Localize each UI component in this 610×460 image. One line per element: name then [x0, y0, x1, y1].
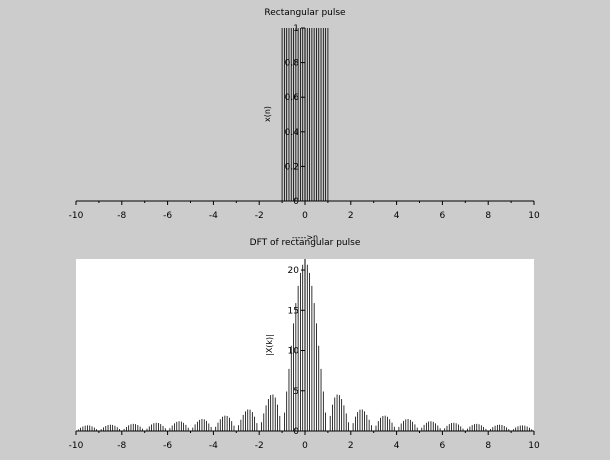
- pulse-y-ticks: 0 0.2 0.4 0.6 0.8 1: [285, 24, 305, 207]
- pulse-x-label: ----->n: [292, 233, 318, 242]
- x-tick-label: -10: [69, 211, 84, 221]
- x-tick-label: 10: [528, 441, 540, 451]
- dft-chart-title: DFT of rectangular pulse: [250, 238, 361, 248]
- x-tick-label: 4: [394, 211, 400, 221]
- x-tick-label: -6: [163, 211, 172, 221]
- y-tick-label: 0.4: [285, 128, 300, 138]
- y-tick-label: 0: [293, 197, 299, 207]
- pulse-y-label: x(n): [263, 106, 272, 122]
- x-tick-label: -2: [255, 441, 264, 451]
- y-tick-label: 5: [293, 387, 299, 397]
- x-tick-label: 0: [302, 441, 308, 451]
- x-tick-label: -4: [209, 441, 218, 451]
- y-tick-label: 0.8: [285, 59, 300, 69]
- y-tick-label: 0.6: [285, 93, 300, 103]
- x-tick-label: 2: [348, 211, 354, 221]
- x-tick-label: 6: [440, 441, 446, 451]
- x-tick-label: -8: [117, 211, 126, 221]
- y-tick-label: 15: [288, 306, 299, 316]
- x-tick-label: 8: [485, 441, 491, 451]
- x-tick-label: -4: [209, 211, 218, 221]
- y-tick-label: 1: [293, 24, 299, 34]
- x-tick-label: 6: [440, 211, 446, 221]
- x-tick-label: -2: [255, 211, 264, 221]
- x-tick-label: -8: [117, 441, 126, 451]
- x-tick-label: -6: [163, 441, 172, 451]
- y-tick-label: 20: [288, 266, 300, 276]
- dft-plot: DFT of rectangular pulse -10 -8 -6 -4 -2 0 2 4 6…: [69, 238, 540, 451]
- x-tick-label: 4: [394, 441, 400, 451]
- x-tick-label: 0: [302, 211, 308, 221]
- pulse-plot: Rectangular pulse -10 -8 -6 -4 -2 0 2 4 6 8 10 0 0.…: [69, 8, 540, 242]
- x-tick-label: 10: [528, 211, 540, 221]
- dft-y-label: |X(k)|: [265, 334, 274, 356]
- y-tick-label: 10: [288, 347, 300, 357]
- dft-y-ticks: 0 5 10 15 20: [288, 266, 305, 437]
- x-tick-label: 2: [348, 441, 354, 451]
- pulse-chart-title: Rectangular pulse: [264, 8, 346, 18]
- dft-x-ticks: -10 -8 -6 -4 -2 0 2 4 6 8 10: [69, 431, 540, 451]
- pulse-x-ticks: -10 -8 -6 -4 -2 0 2 4 6 8 10: [69, 201, 540, 221]
- x-tick-label: 8: [485, 211, 491, 221]
- x-tick-label: -10: [69, 441, 84, 451]
- y-tick-label: 0: [293, 427, 299, 437]
- y-tick-label: 0.2: [285, 162, 299, 172]
